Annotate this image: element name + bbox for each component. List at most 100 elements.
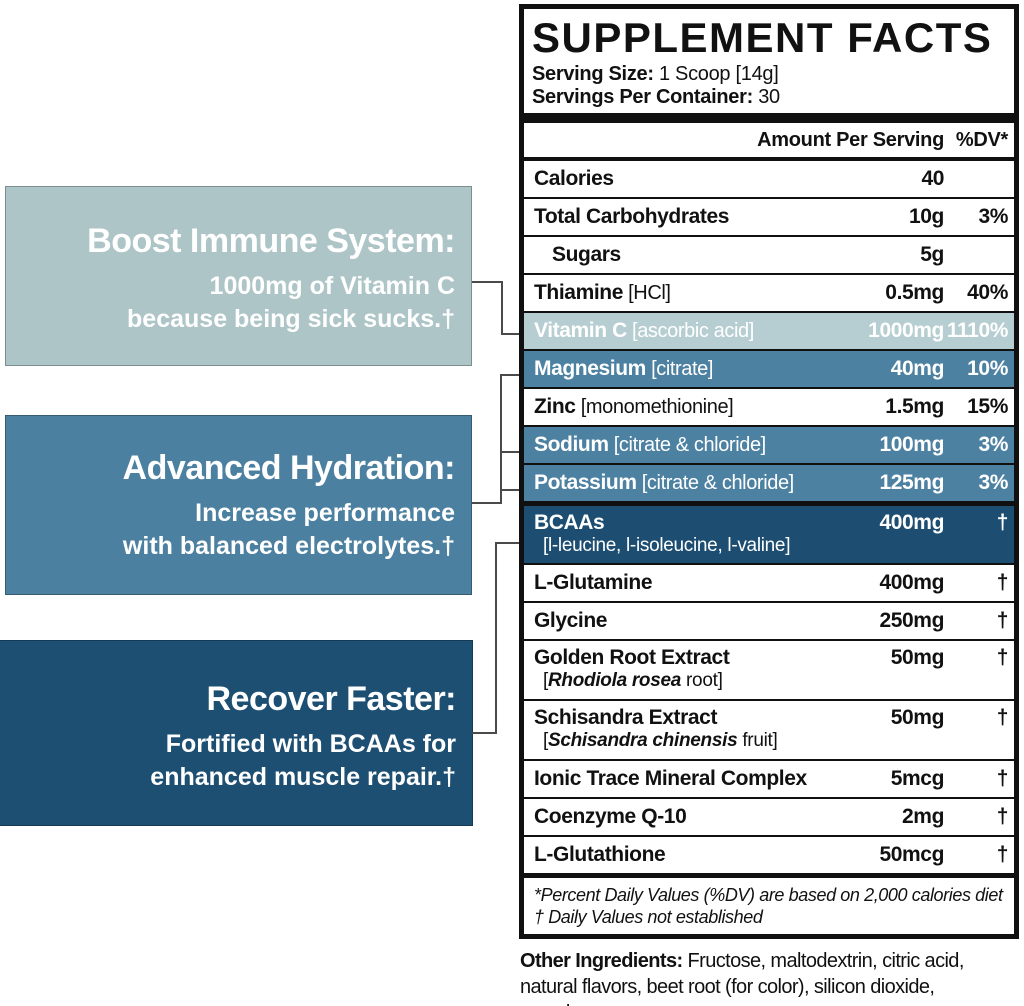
row-dv: 3% xyxy=(978,471,1008,494)
row-name: Golden Root Extract [Rhodiola rosea root] xyxy=(534,646,848,692)
connector-immune-v xyxy=(501,281,503,335)
thick-divider xyxy=(524,113,1014,123)
table-row: Ionic Trace Mineral Complex 5mcg † xyxy=(524,761,1014,799)
row-subname: [Schisandra chinensis fruit] xyxy=(543,730,778,751)
row-amount: 50mcg xyxy=(879,843,944,866)
connector-hydration-stub-sodium xyxy=(500,451,520,453)
callout-boost-immune-system: Boost Immune System: 1000mg of Vitamin C… xyxy=(5,186,472,366)
connector-recover-v xyxy=(495,542,497,734)
row-dv: † xyxy=(996,511,1009,534)
panel-title: SUPPLEMENT FACTS xyxy=(532,14,993,61)
callout-text: Increase performance with balanced elect… xyxy=(122,499,455,560)
callout-title: Boost Immune System: xyxy=(87,222,455,260)
other-ingredients: Other Ingredients: Fructose, maltodextri… xyxy=(520,950,964,1006)
row-dv: † xyxy=(996,843,1009,866)
row-dv: 3% xyxy=(978,205,1008,228)
row-dv: † xyxy=(996,805,1009,828)
row-amount: 5mcg xyxy=(890,767,945,790)
table-row: Total Carbohydrates 10g 3% xyxy=(524,199,1014,237)
table-row: Sodium [citrate & chloride] 100mg 3% xyxy=(524,427,1014,465)
row-name: L-Glutamine xyxy=(534,571,653,594)
servings-per-container: Servings Per Container: 30 xyxy=(532,86,780,108)
row-dv: 10% xyxy=(967,357,1008,380)
row-amount: 2mg xyxy=(902,805,944,828)
row-dv: † xyxy=(996,646,1009,669)
table-row: Coenzyme Q-10 2mg † xyxy=(524,799,1014,837)
row-amount: 50mg xyxy=(890,646,945,669)
callout-text: 1000mg of Vitamin C because being sick s… xyxy=(127,272,455,333)
row-amount: 400mg xyxy=(879,511,944,534)
connector-hydration-box xyxy=(472,502,502,504)
row-dv: 3% xyxy=(978,433,1008,456)
table-row: Golden Root Extract [Rhodiola rosea root]… xyxy=(524,641,1014,701)
row-amount: 5g xyxy=(920,243,944,266)
table-row: Thiamine [HCl] 0.5mg 40% xyxy=(524,275,1014,313)
row-name: Ionic Trace Mineral Complex xyxy=(534,767,807,790)
row-amount: 50mg xyxy=(890,706,945,729)
row-amount: 10g xyxy=(909,205,944,228)
row-dv: † xyxy=(996,767,1009,790)
row-dv: † xyxy=(996,609,1009,632)
row-name: Potassium [citrate & chloride] xyxy=(534,471,794,494)
row-amount: 0.5mg xyxy=(885,281,944,304)
table-row: Glycine 250mg † xyxy=(524,603,1014,641)
connector-hydration-stub-potassium xyxy=(500,489,520,491)
table-row: Sugars 5g xyxy=(524,237,1014,275)
row-amount: 1000mg xyxy=(868,319,944,342)
row-amount: 400mg xyxy=(879,571,944,594)
connector-recover-box xyxy=(472,732,497,734)
supplement-facts-panel: SUPPLEMENT FACTS Serving Size: 1 Scoop [… xyxy=(519,4,1019,939)
row-name: Total Carbohydrates xyxy=(534,205,730,228)
row-name: Sugars xyxy=(552,243,621,266)
table-row: L-Glutamine 400mg † xyxy=(524,565,1014,603)
serving-size: Serving Size: 1 Scoop [14g] xyxy=(532,63,779,85)
row-dv: † xyxy=(996,706,1009,729)
connector-recover-stub-bcaas xyxy=(495,542,520,544)
row-amount: 250mg xyxy=(879,609,944,632)
nutrient-rows: Calories 40 Total Carbohydrates 10g 3% Sugars… xyxy=(524,161,1014,875)
row-dv: 15% xyxy=(967,395,1008,418)
table-row: Potassium [citrate & chloride] 125mg 3% xyxy=(524,465,1014,503)
row-subname: [l-leucine, l-isoleucine, l-valine] xyxy=(543,535,791,556)
table-row: Zinc [monomethionine] 1.5mg 15% xyxy=(524,389,1014,427)
table-row: Vitamin C [ascorbic acid] 1000mg 1110% xyxy=(524,313,1014,351)
table-row: L-Glutathione 50mcg † xyxy=(524,837,1014,875)
row-subname: [Rhodiola rosea root] xyxy=(543,670,723,691)
table-row: Calories 40 xyxy=(524,161,1014,199)
callout-advanced-hydration: Advanced Hydration: Increase performance… xyxy=(5,415,472,595)
connector-immune-h1 xyxy=(472,281,502,283)
callout-recover-faster: Recover Faster: Fortified with BCAAs for… xyxy=(0,640,473,826)
column-header-dv: %DV* xyxy=(955,128,1008,151)
table-row: Schisandra Extract [Schisandra chinensis … xyxy=(524,701,1014,761)
row-dv: † xyxy=(996,571,1009,594)
row-name: Coenzyme Q-10 xyxy=(534,805,687,828)
row-name: Sodium [citrate & chloride] xyxy=(534,433,766,456)
callout-text: Fortified with BCAAs for enhanced muscle… xyxy=(150,730,456,791)
column-header-amount: Amount Per Serving xyxy=(757,128,944,151)
callout-title: Recover Faster: xyxy=(206,680,456,718)
footnote-dagger: † Daily Values not established xyxy=(534,907,763,927)
row-amount: 100mg xyxy=(879,433,944,456)
row-amount: 125mg xyxy=(879,471,944,494)
panel-header: SUPPLEMENT FACTS Serving Size: 1 Scoop [… xyxy=(524,9,1014,113)
row-name: Magnesium [citrate] xyxy=(534,357,714,380)
table-row: Magnesium [citrate] 40mg 10% xyxy=(524,351,1014,389)
row-amount: 40 xyxy=(921,167,944,190)
row-name: BCAAs [l-leucine, l-isoleucine, l-valine] xyxy=(534,511,848,557)
row-name: Glycine xyxy=(534,609,608,632)
row-amount: 40mg xyxy=(890,357,945,380)
row-name: Zinc [monomethionine] xyxy=(534,395,734,418)
footnote-dv: *Percent Daily Values (%DV) are based on… xyxy=(534,885,1003,905)
row-name: L-Glutathione xyxy=(534,843,666,866)
row-name: Calories xyxy=(534,167,614,190)
connector-immune-h2 xyxy=(501,333,520,335)
row-dv: 1110% xyxy=(946,319,1008,342)
row-name: Thiamine [HCl] xyxy=(534,281,671,304)
connector-hydration-stub-magnesium xyxy=(500,374,520,376)
callout-title: Advanced Hydration: xyxy=(122,449,456,487)
row-name: Vitamin C [ascorbic acid] xyxy=(534,319,754,342)
connector-hydration-v xyxy=(500,374,502,504)
column-header-row: Amount Per Serving %DV* xyxy=(524,123,1014,161)
footnote: *Percent Daily Values (%DV) are based on… xyxy=(524,875,1014,928)
